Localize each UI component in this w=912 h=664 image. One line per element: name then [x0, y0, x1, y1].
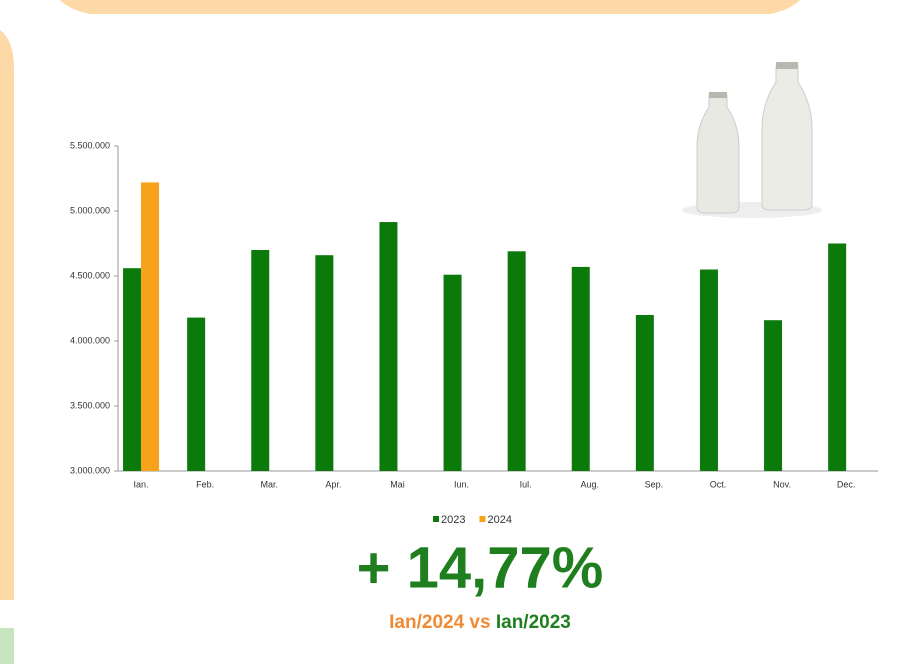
bar — [764, 320, 782, 471]
corner-accent — [0, 628, 14, 664]
bar — [444, 275, 462, 471]
bar — [508, 251, 526, 471]
y-tick-label: 4.000.000 — [70, 335, 110, 345]
x-tick-label: Mar. — [260, 479, 278, 489]
x-tick-label: Dec. — [837, 479, 856, 489]
milk-bottles — [682, 62, 822, 218]
headline-percent: + 14,77% — [357, 535, 604, 600]
bar — [636, 315, 654, 471]
y-tick-label: 5.000.000 — [70, 205, 110, 215]
y-tick-label: 5.500.000 — [70, 140, 110, 150]
y-tick-label: 4.500.000 — [70, 270, 110, 280]
left-strip — [0, 30, 14, 600]
bar — [315, 255, 333, 471]
x-tick-label: Oct. — [710, 479, 727, 489]
bar — [251, 250, 269, 471]
x-tick-label: Apr. — [325, 479, 341, 489]
legend-swatch — [479, 516, 485, 522]
top-banner — [60, 0, 800, 14]
bar — [141, 182, 159, 471]
y-tick-label: 3.000.000 — [70, 465, 110, 475]
legend-swatch — [433, 516, 439, 522]
bar — [379, 222, 397, 471]
x-tick-label: Iul. — [520, 479, 532, 489]
bar — [700, 270, 718, 472]
x-tick-label: Iun. — [454, 479, 469, 489]
x-tick-label: Aug. — [580, 479, 599, 489]
bar — [572, 267, 590, 471]
bar — [123, 268, 141, 471]
x-tick-label: Feb. — [196, 479, 214, 489]
legend-label: 2023 — [441, 514, 465, 526]
x-tick-label: Mai — [390, 479, 405, 489]
comparison-label: Ian/2024 vs Ian/2023 — [389, 612, 571, 633]
chart: 3.000.000 3.500.000 4.000.000 4.500.000 5.00… — [0, 0, 912, 664]
y-tick-label: 3.500.000 — [70, 400, 110, 410]
comparison-part: Ian/2024 vs — [389, 612, 490, 633]
bar — [828, 244, 846, 472]
legend-label: 2024 — [487, 514, 511, 526]
x-tick-label: Ian. — [134, 479, 149, 489]
bar — [187, 318, 205, 471]
x-tick-label: Nov. — [773, 479, 791, 489]
comparison-part: Ian/2023 — [496, 612, 571, 633]
x-tick-label: Sep. — [645, 479, 664, 489]
